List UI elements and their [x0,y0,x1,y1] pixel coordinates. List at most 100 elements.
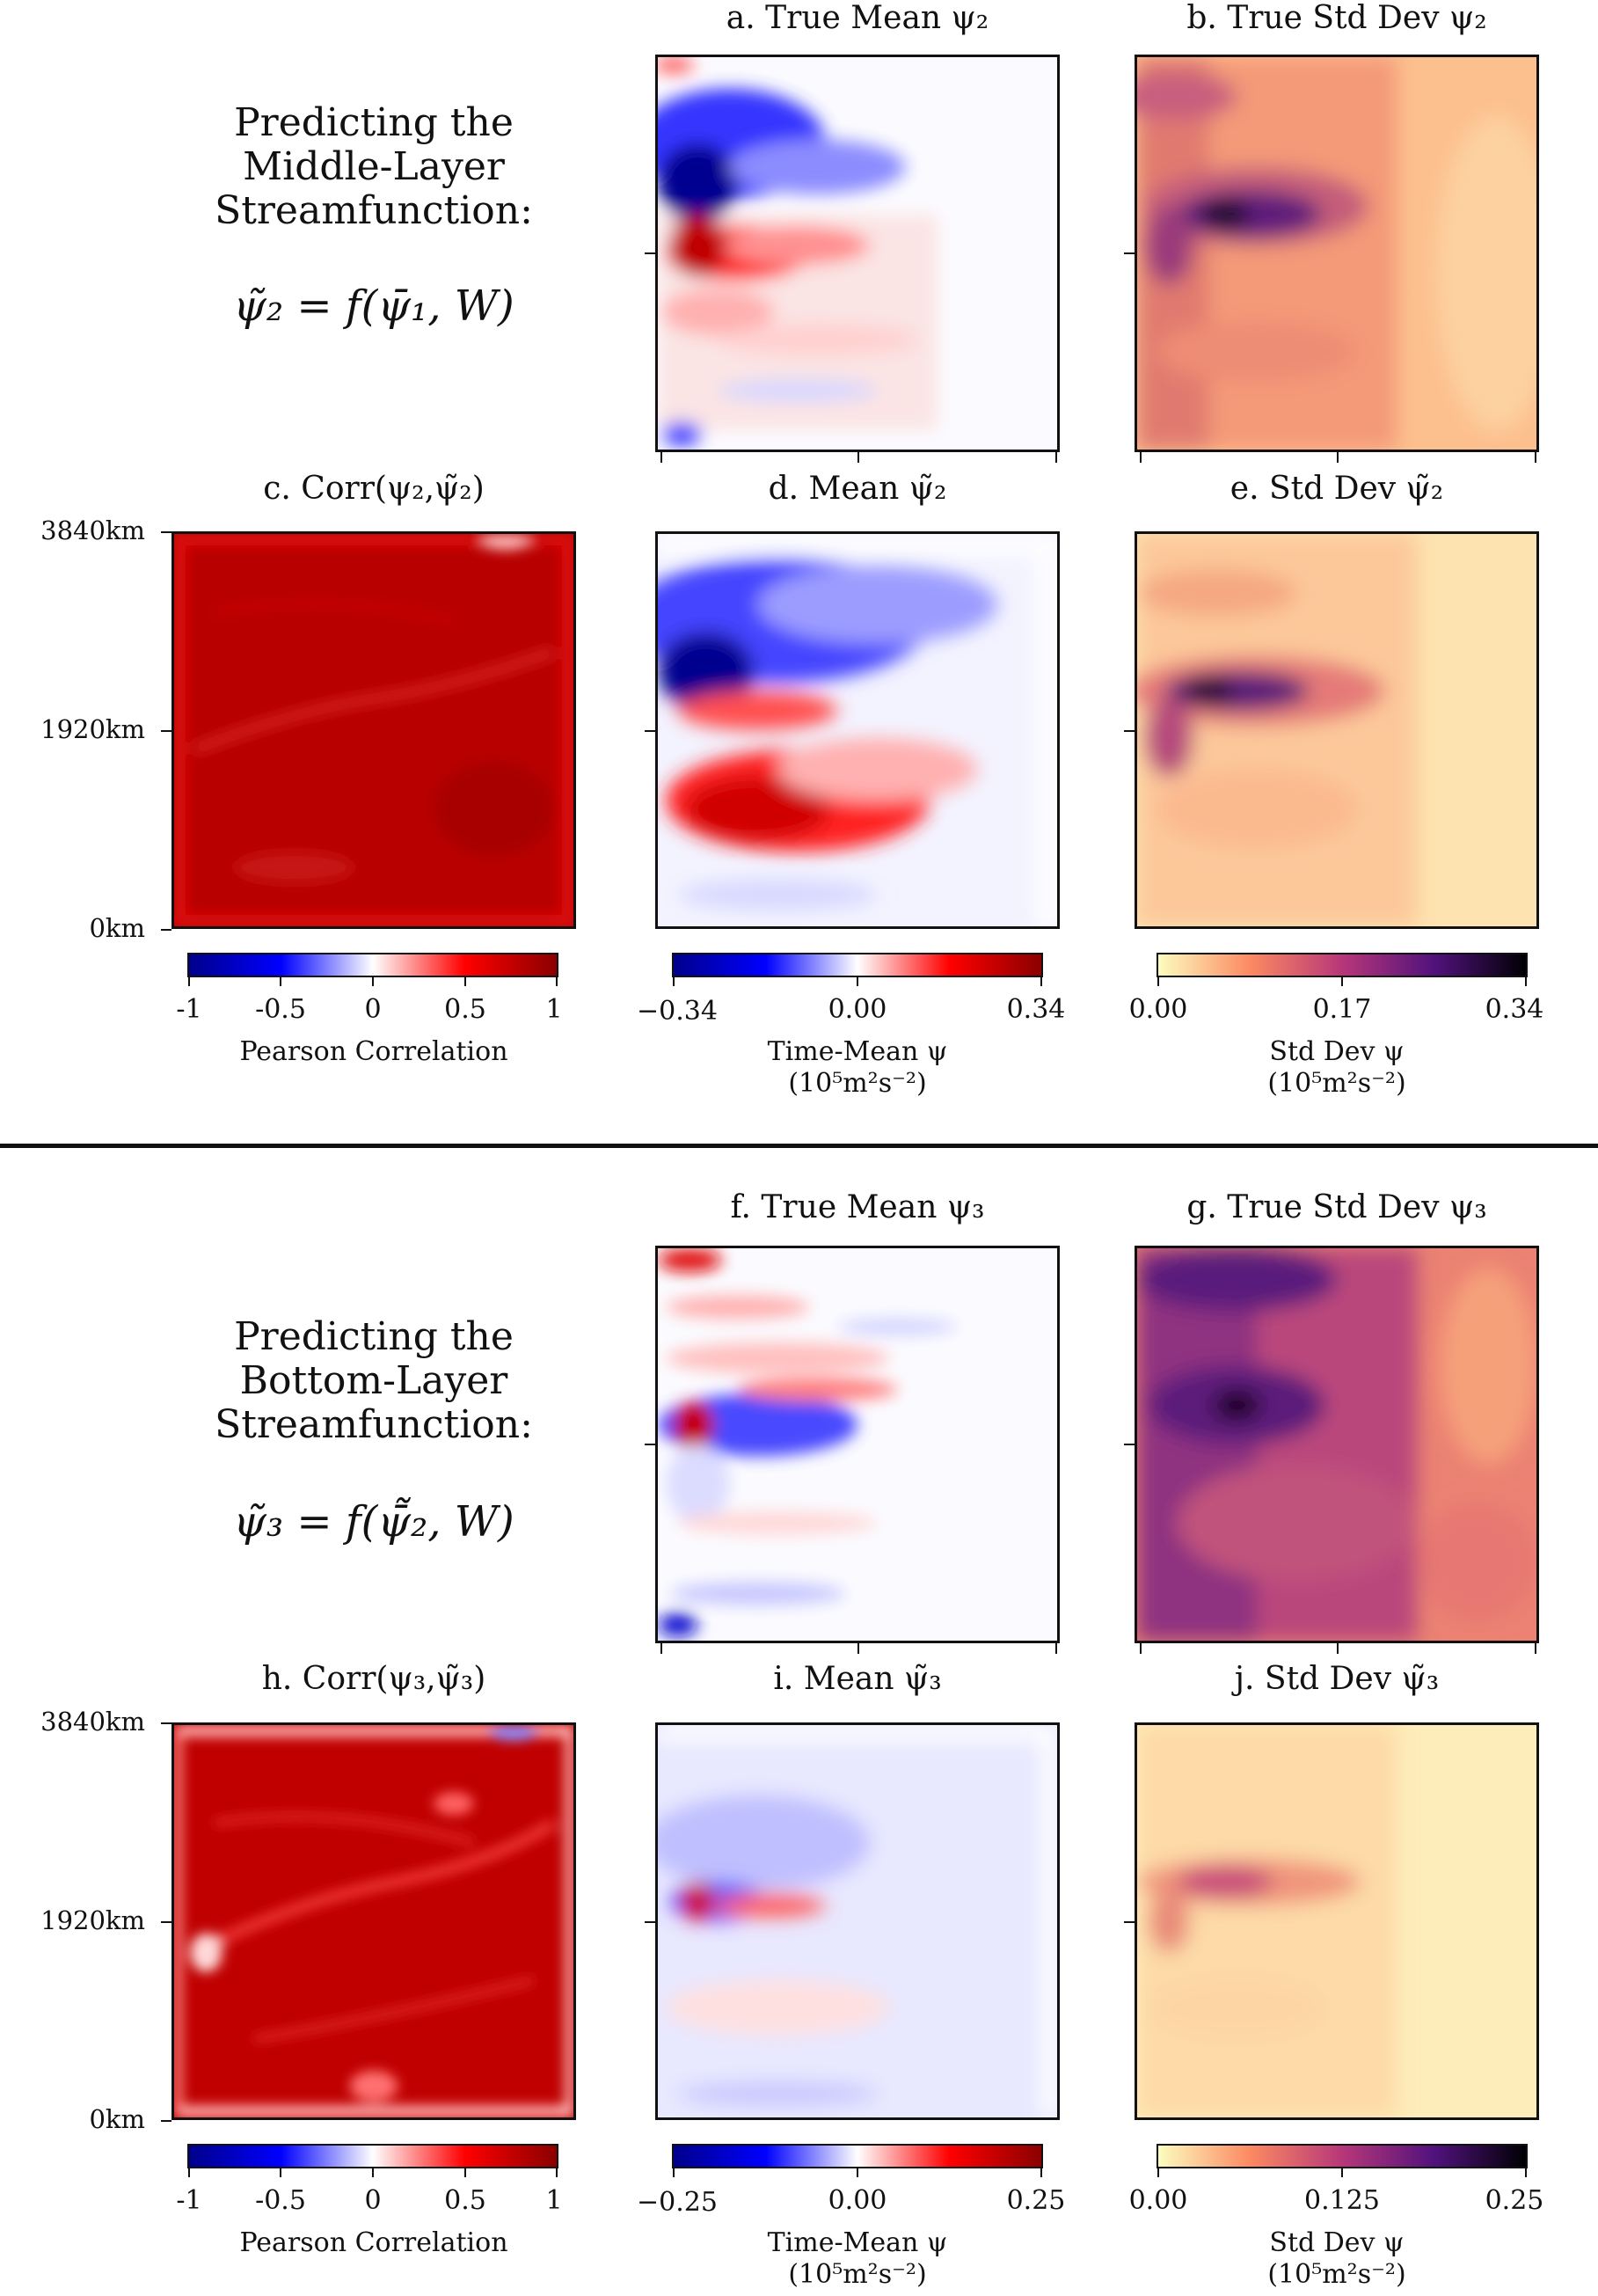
corr-cbmark-top-3 [464,977,466,986]
mean-cbmark-top-1 [857,977,858,986]
std-cbmark-top-2 [1525,977,1527,986]
mean-cblabel-top-line2: (10⁵m²s⁻²) [788,1068,927,1099]
panel-b-ytick-mark [1124,252,1135,254]
panel-a-title: a. True Mean ψ₂ [726,0,989,36]
mean-cbmark-bottom-2 [1040,2168,1042,2177]
std-cblabel-top-line2: (10⁵m²s⁻²) [1267,1068,1406,1099]
ytick-0-top: 0km [89,913,145,943]
ytick-0-bottom: 0km [89,2104,145,2134]
bottom-heading-line3: Streamfunction: [215,1402,533,1447]
panel-f-heatmap [655,1246,1060,1643]
corr-cbtick-bottom-4: 1 [545,2185,563,2216]
panel-b-xtick-mark-0 [1140,452,1142,463]
panel-e-ytick-mark [1124,730,1135,732]
panel-d-ytick-mark [645,730,655,732]
bottom-heading-line1: Predicting the [234,1314,514,1359]
panel-j-heatmap [1135,1722,1539,2120]
panel-f-xtick-mark-2 [1055,1643,1057,1654]
top-heading-line1: Predicting the [234,100,514,145]
corr-cbmark-top-0 [188,977,190,986]
std-cbtick-top-2: 0.34 [1485,994,1544,1025]
std-cbtick-bottom-0: 0.00 [1128,2185,1188,2216]
corr-cblabel-bottom-line1: Pearson Correlation [239,2227,508,2258]
mean-cbmark-bottom-1 [857,2168,858,2177]
std-cbtick-bottom-1: 0.125 [1304,2185,1380,2216]
mean-colorbar-top [672,953,1043,977]
panel-g-heatmap [1135,1246,1539,1643]
panel-f-xtick-mark-0 [660,1643,662,1654]
panel-i-title: i. Mean ψ̃₃ [773,1661,942,1697]
corr-cbmark-bottom-0 [188,2168,190,2177]
mean-cbtick-top-0: −0.34 [637,996,718,1027]
mean-cbmark-top-2 [1040,977,1042,986]
std-colorbar-bottom [1157,2144,1528,2168]
panel-b-heatmap [1135,55,1539,452]
std-cbmark-bottom-1 [1341,2168,1343,2177]
corr-cbmark-bottom-3 [464,2168,466,2177]
panel-j-title: j. Std Dev ψ̃₃ [1234,1661,1440,1697]
corr-cbtick-bottom-3: 0.5 [444,2185,486,2216]
mean-cblabel-top-line1: Time-Mean ψ [767,1036,948,1067]
corr-cbmark-top-2 [372,977,374,986]
corr-cbtick-top-3: 0.5 [444,994,486,1025]
corr-cbtick-top-0: -1 [176,994,202,1025]
panel-g-title: g. True Std Dev ψ₃ [1186,1189,1487,1225]
bottom-heading: Predicting the Bottom-Layer Streamfuncti… [145,1315,602,1447]
corr-cbmark-top-4 [556,977,558,986]
panel-j-ytick-mark [1124,1921,1135,1923]
corr-cbtick-top-2: 0 [364,994,382,1025]
panel-b-xtick-mark-2 [1535,452,1536,463]
ytick-1920-top: 1920km [40,714,145,744]
panel-f-ytick-mark [645,1444,655,1445]
corr-cbtick-top-4: 1 [545,994,563,1025]
panel-c-ytick-mark-0 [161,531,171,533]
corr-cbmark-bottom-1 [280,2168,281,2177]
std-cblabel-bottom: Std Dev ψ (10⁵m²s⁻²) [1135,2227,1539,2291]
corr-cbtick-bottom-0: -1 [176,2185,202,2216]
top-equation: ψ̃₂ = f(ψ̄₁, W) [233,282,514,331]
panel-i-heatmap [655,1722,1060,2120]
panel-a-xtick-mark-0 [660,452,662,463]
panel-g-xtick-mark-2 [1535,1643,1536,1654]
corr-cblabel-top: Pearson Correlation [171,1036,576,1068]
panel-g-xtick-mark-1 [1337,1643,1339,1654]
std-cbmark-bottom-0 [1157,2168,1159,2177]
panel-b-title: b. True Std Dev ψ₂ [1186,0,1487,36]
corr-cblabel-top-line1: Pearson Correlation [239,1036,508,1067]
std-cblabel-bottom-line1: Std Dev ψ [1269,2227,1405,2258]
corr-cbmark-bottom-2 [372,2168,374,2177]
corr-cbmark-bottom-4 [556,2168,558,2177]
panel-b-xtick-mark-1 [1337,452,1339,463]
ytick-3840-top: 3840km [40,516,145,545]
panel-c-heatmap [171,531,576,929]
mean-cbmark-top-0 [673,977,675,986]
panel-e-title: e. Std Dev ψ̃₂ [1230,471,1444,507]
panel-e-heatmap [1135,531,1539,929]
panel-d-title: d. Mean ψ̃₂ [768,471,947,507]
std-cbtick-top-1: 0.17 [1312,994,1372,1025]
top-heading: Predicting the Middle-Layer Streamfuncti… [145,101,602,233]
std-cblabel-top: Std Dev ψ (10⁵m²s⁻²) [1135,1036,1539,1100]
section-divider [0,1144,1598,1148]
panel-a-xtick-mark-1 [857,452,859,463]
ytick-3840-bottom: 3840km [40,1707,145,1737]
corr-cbtick-bottom-2: 0 [364,2185,382,2216]
panel-h-ytick-mark-2 [161,2120,171,2122]
std-cbmark-top-0 [1157,977,1159,986]
top-heading-line3: Streamfunction: [215,188,533,233]
corr-colorbar-bottom [187,2144,558,2168]
panel-h-title: h. Corr(ψ₃,ψ̃₃) [261,1661,486,1697]
bottom-equation: ψ̃₃ = f(ψ̄̃₂, W) [233,1497,514,1547]
mean-cbtick-bottom-0: −0.25 [637,2187,718,2218]
panel-h-heatmap [171,1722,576,2120]
corr-cbtick-top-1: -0.5 [255,994,306,1025]
corr-cbmark-top-1 [280,977,281,986]
mean-cbtick-bottom-2: 0.25 [1006,2185,1066,2216]
std-cblabel-top-line1: Std Dev ψ [1269,1036,1405,1067]
mean-cbtick-top-1: 0.00 [828,994,887,1025]
bottom-heading-line2: Bottom-Layer [239,1358,508,1403]
panel-i-ytick-mark [645,1921,655,1923]
panel-g-xtick-mark-0 [1140,1643,1142,1654]
std-colorbar-top [1157,953,1528,977]
std-cbtick-bottom-2: 0.25 [1485,2185,1544,2216]
